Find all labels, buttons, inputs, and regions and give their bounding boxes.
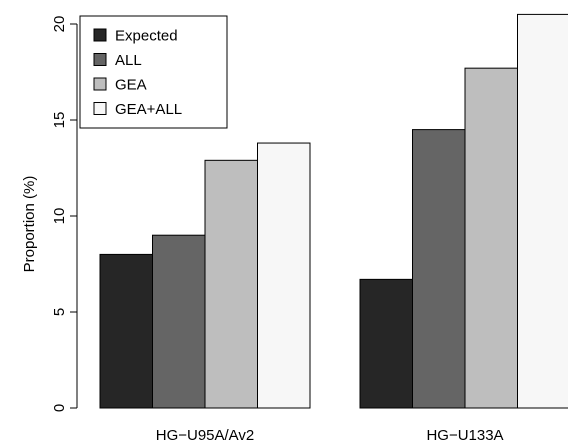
- y-axis-title: Proportion (%): [21, 176, 38, 273]
- y-tick-label: 0: [51, 404, 68, 412]
- legend-label: ALL: [115, 52, 142, 69]
- bar-expected-0: [99, 253, 153, 409]
- bar-all-1: [412, 129, 466, 409]
- legend-swatch: [93, 28, 107, 42]
- legend-swatch: [93, 102, 107, 115]
- bar-gea-1: [464, 67, 518, 409]
- category-label: HG−U95A/Av2: [156, 427, 255, 444]
- bars: [99, 13, 568, 409]
- y-tick-label: 20: [51, 16, 68, 33]
- legend-label: GEA+ALL: [115, 101, 182, 118]
- y-tick-label: 15: [51, 112, 68, 129]
- y-tick-label: 10: [51, 208, 68, 225]
- legend-label: GEA: [115, 77, 147, 94]
- legend-swatch: [93, 53, 107, 66]
- legend-swatch: [93, 77, 107, 91]
- bar-gea-0: [204, 159, 258, 409]
- bar-expected-1: [359, 278, 413, 409]
- y-axis: 0 5 10 15 20: [51, 16, 78, 412]
- bar-gea-all-0: [257, 142, 311, 409]
- bar-gea-all-1: [517, 13, 568, 409]
- bar-all-0: [152, 234, 206, 409]
- y-tick-label: 5: [51, 308, 68, 316]
- category-labels: HG−U95A/Av2 HG−U133A: [156, 427, 504, 444]
- legend-label: Expected: [115, 28, 178, 45]
- category-label: HG−U133A: [426, 427, 503, 444]
- legend: Expected ALL GEA GEA+ALL: [79, 15, 228, 129]
